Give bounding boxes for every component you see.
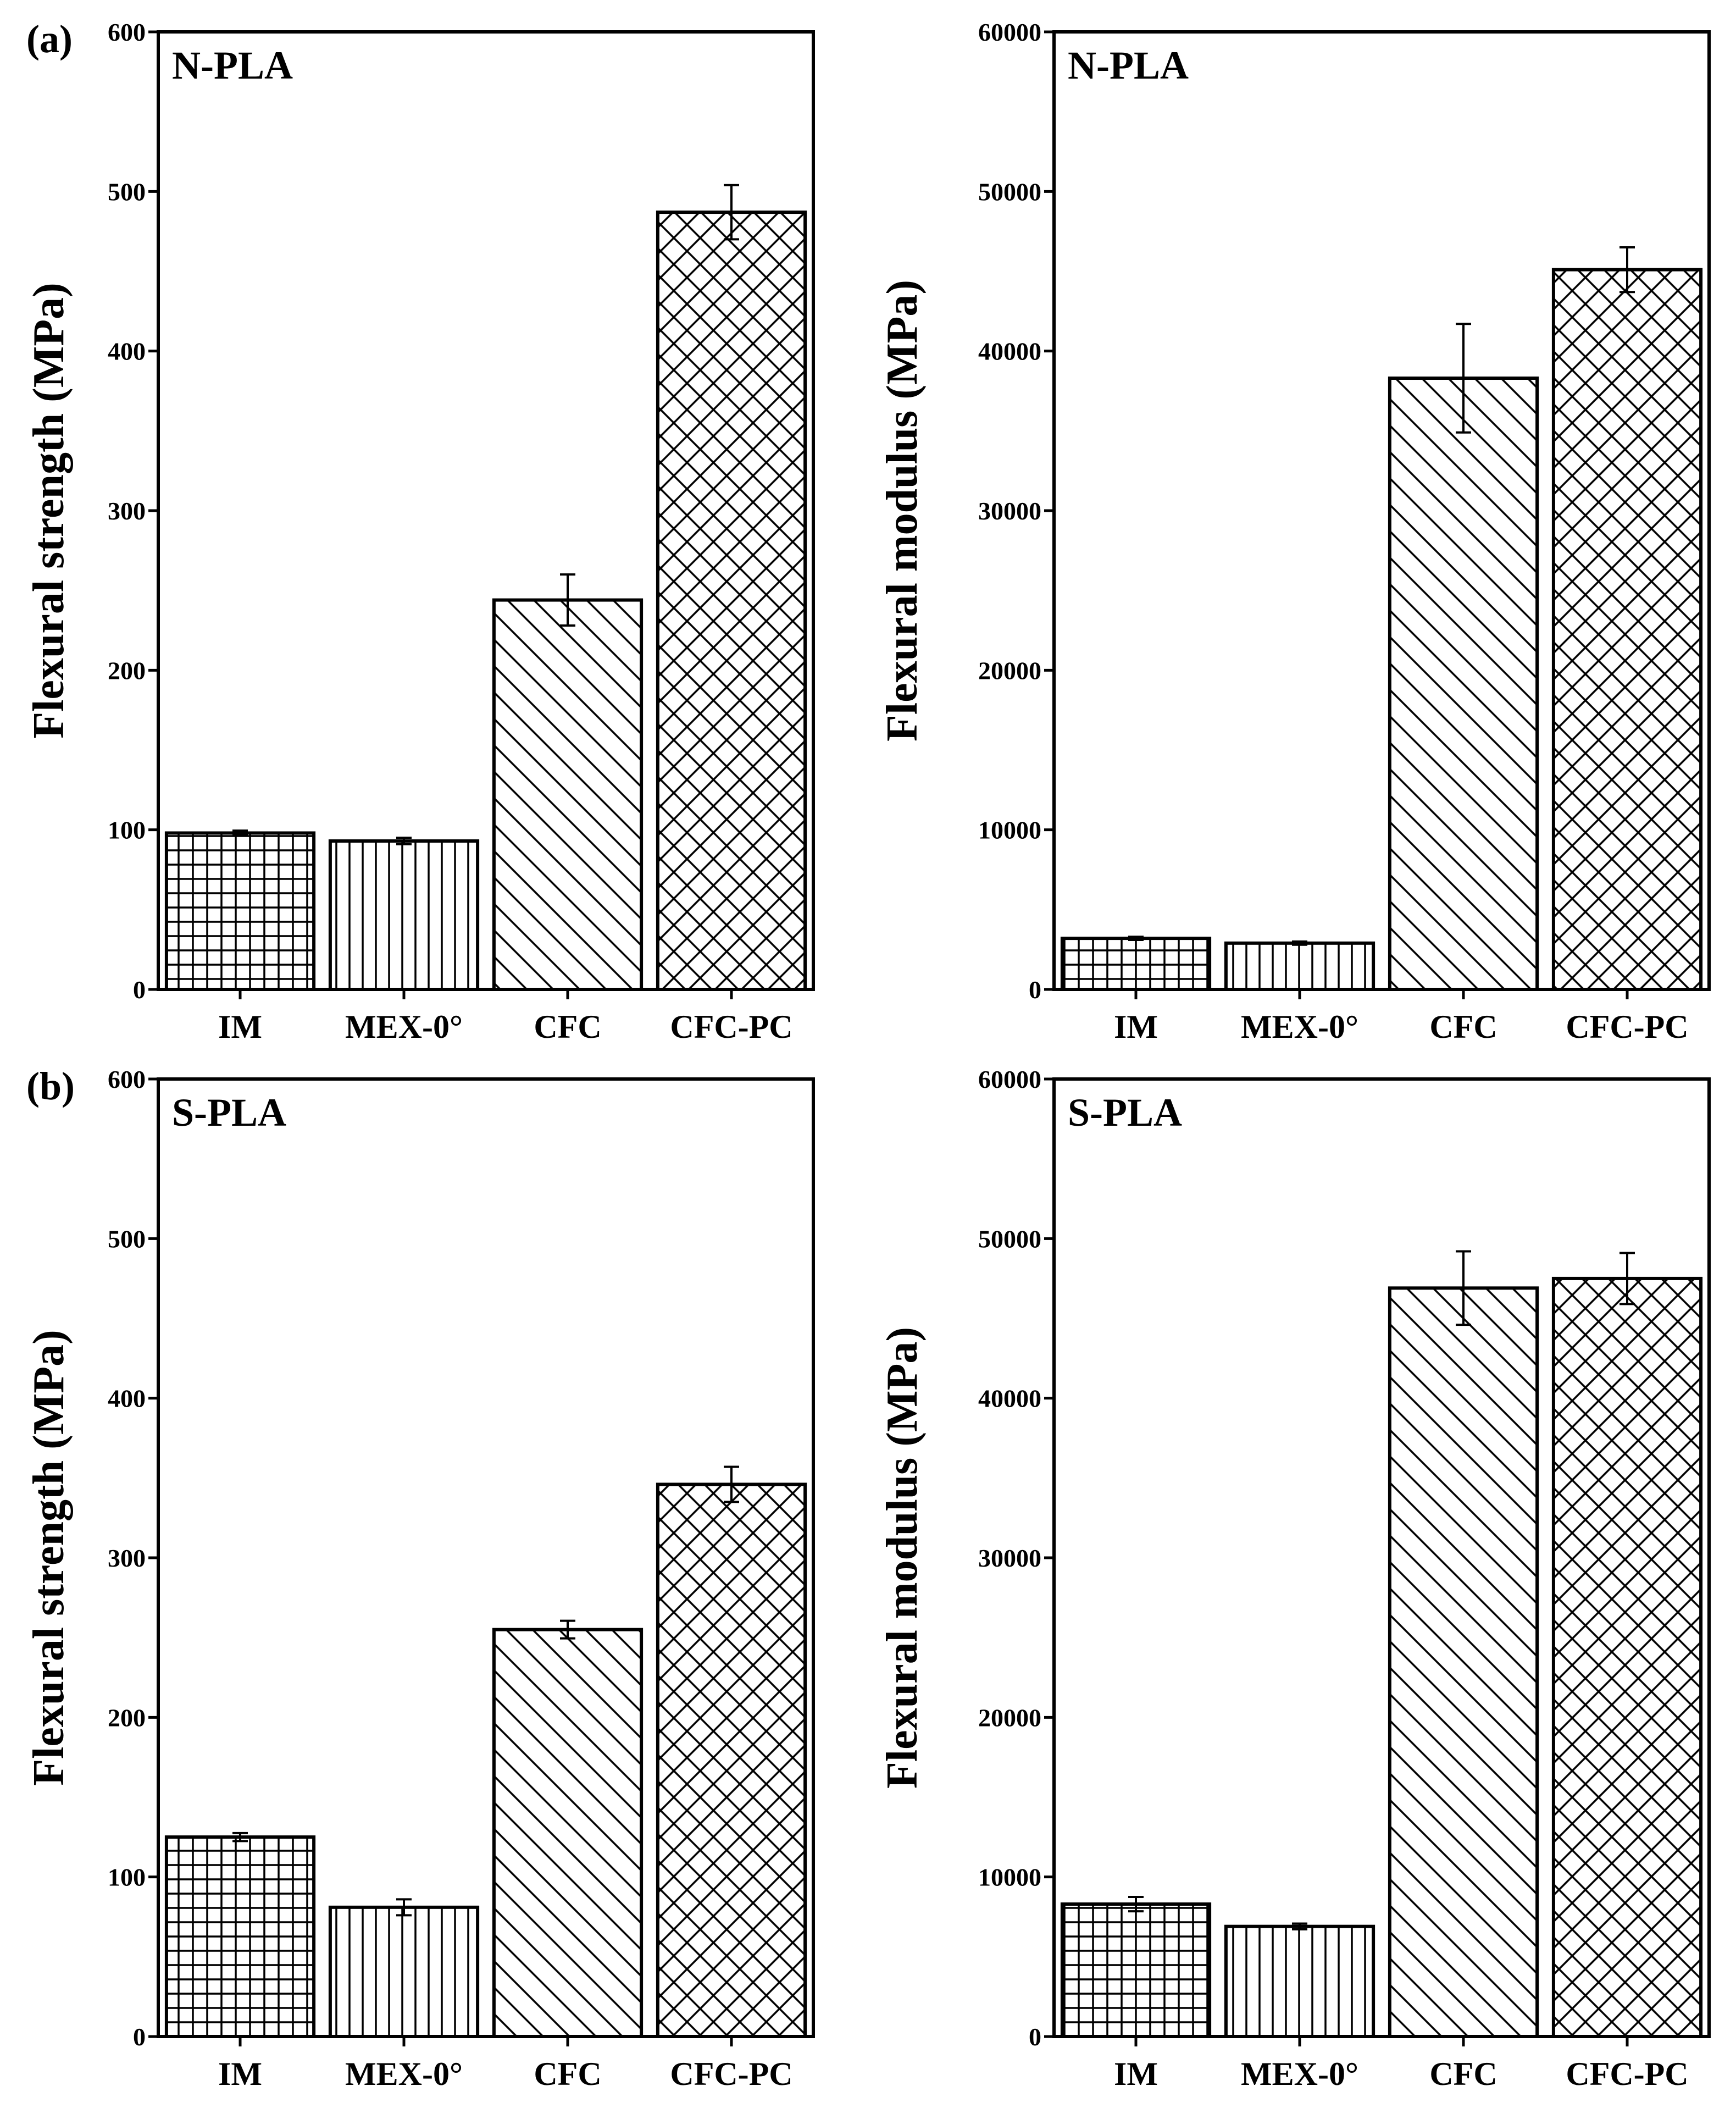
chart-b-flexural-strength: 0 100 200 300 400 500 600 IM MEX-0° CFC CFC-PC S-PL… [25, 1065, 815, 2092]
bar [1060, 937, 1212, 992]
y-tick-label: 500 [108, 178, 146, 206]
y-axis-title: Flexural strength (MPa) [25, 1330, 73, 1785]
y-axis-title: Flexural strength (MPa) [25, 283, 73, 738]
y-tick-label: 0 [1029, 976, 1041, 1004]
y-tick-label: 300 [108, 1544, 146, 1572]
error-bar [1128, 1895, 1144, 1913]
y-axis-title: Flexural modulus (MPa) [878, 280, 927, 742]
x-tick-label: MEX-0° [345, 1009, 463, 1045]
panel-label-a: (a) [26, 17, 73, 61]
error-bar [232, 829, 248, 837]
chart-a-flexural-strength: 0 100 200 300 400 500 600 IM MEX-0° CFC CFC-PC N-PL… [25, 18, 815, 1045]
y-tick-label: 200 [108, 656, 146, 684]
x-tick-label: CFC [534, 1009, 601, 1045]
chart-a-flexural-modulus: 0 10000 20000 30000 40000 50000 60000 IM MEX-0° C… [878, 18, 1711, 1045]
y-tick-label: 60000 [978, 1065, 1041, 1093]
x-tick-label: IM [218, 1009, 262, 1045]
bar [1060, 1902, 1212, 2039]
bar [1224, 941, 1376, 992]
x-tick-label: CFC [1429, 1009, 1497, 1045]
x-tick-label: MEX-0° [345, 2056, 463, 2092]
y-tick-label: 30000 [978, 1544, 1041, 1572]
error-bar [1456, 323, 1471, 434]
y-tick-label: 100 [108, 816, 146, 844]
error-bar [1619, 1252, 1635, 1305]
y-tick-label: 20000 [978, 1703, 1041, 1731]
error-bar [1456, 1250, 1471, 1326]
y-tick-label: 500 [108, 1225, 146, 1253]
y-tick-label: 600 [108, 1065, 146, 1093]
x-tick-label: IM [1114, 2056, 1158, 2092]
y-tick-label: 40000 [978, 1385, 1041, 1413]
error-bar [1292, 940, 1307, 946]
x-tick-label: IM [1114, 1009, 1158, 1045]
y-tick-label: 10000 [978, 1863, 1041, 1891]
bar [656, 211, 807, 991]
series-label: S-PLA [1068, 1091, 1182, 1135]
series-label: N-PLA [172, 43, 293, 87]
y-tick-label: 10000 [978, 816, 1041, 844]
series-label: N-PLA [1068, 43, 1189, 87]
error-bar [724, 184, 739, 241]
series-label: S-PLA [172, 1091, 286, 1135]
bar [164, 831, 316, 992]
bar [656, 1482, 807, 2039]
x-tick-label: MEX-0° [1241, 1009, 1358, 1045]
error-bar [396, 1898, 412, 1917]
bar [492, 1628, 644, 2038]
error-bar [1292, 1922, 1307, 1930]
error-bar [560, 573, 575, 627]
y-tick-label: 300 [108, 497, 146, 525]
x-tick-label: CFC [534, 2056, 601, 2092]
bar [164, 1835, 316, 2038]
error-bar [1619, 246, 1635, 294]
x-tick-label: CFC [1429, 2056, 1497, 2092]
bar [492, 598, 644, 991]
x-tick-label: CFC-PC [670, 2056, 792, 2092]
bar [1551, 268, 1703, 991]
bar [328, 839, 480, 991]
panel-label-b: (b) [26, 1064, 75, 1108]
y-tick-label: 50000 [978, 178, 1041, 206]
y-tick-label: 20000 [978, 656, 1041, 684]
y-tick-label: 400 [108, 1385, 146, 1413]
bar [1388, 1286, 1539, 2038]
y-tick-label: 40000 [978, 337, 1041, 366]
x-tick-label: CFC-PC [670, 1009, 792, 1045]
y-tick-label: 0 [1029, 2023, 1041, 2051]
y-tick-label: 400 [108, 337, 146, 366]
y-axis-title: Flexural modulus (MPa) [878, 1327, 927, 1789]
y-tick-label: 600 [108, 18, 146, 46]
y-tick-label: 50000 [978, 1225, 1041, 1253]
y-tick-label: 60000 [978, 18, 1041, 46]
y-tick-label: 0 [133, 976, 146, 1004]
y-tick-label: 200 [108, 1703, 146, 1731]
y-tick-label: 30000 [978, 497, 1041, 525]
x-tick-label: CFC-PC [1566, 2056, 1688, 2092]
x-tick-label: IM [218, 2056, 262, 2092]
bar [328, 1905, 480, 2039]
x-tick-label: MEX-0° [1241, 2056, 1358, 2092]
bar [1224, 1924, 1376, 2038]
error-bar [560, 1619, 575, 1640]
bar [1388, 377, 1539, 991]
error-bar [396, 837, 412, 845]
chart-b-flexural-modulus: 0 10000 20000 30000 40000 50000 60000 IM MEX-0° C… [878, 1065, 1711, 2092]
y-tick-label: 100 [108, 1863, 146, 1891]
error-bar [232, 1832, 248, 1843]
error-bar [724, 1465, 739, 1503]
error-bar [1128, 936, 1144, 941]
x-tick-label: CFC-PC [1566, 1009, 1688, 1045]
bar [1551, 1276, 1703, 2039]
y-tick-label: 0 [133, 2023, 146, 2051]
